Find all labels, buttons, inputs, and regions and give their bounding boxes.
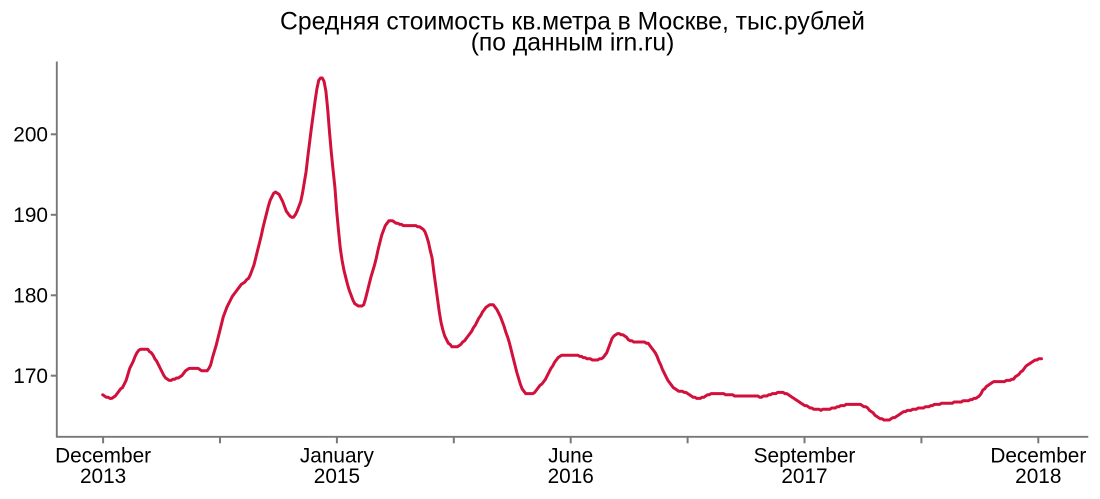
svg-text:June: June: [548, 445, 593, 468]
svg-text:September: September: [754, 445, 856, 468]
svg-text:170: 170: [13, 365, 48, 388]
svg-text:2016: 2016: [548, 465, 594, 488]
svg-text:2018: 2018: [1015, 465, 1061, 488]
svg-text:190: 190: [13, 204, 48, 227]
svg-text:(по данным irn.ru): (по данным irn.ru): [471, 30, 675, 57]
svg-text:2013: 2013: [80, 465, 126, 488]
svg-text:December: December: [990, 445, 1086, 468]
svg-text:Средняя стоимость кв.метра в М: Средняя стоимость кв.метра в Москве, тыс…: [280, 9, 865, 36]
svg-text:180: 180: [13, 285, 48, 308]
svg-text:January: January: [300, 445, 375, 468]
svg-text:2017: 2017: [781, 465, 827, 488]
svg-text:200: 200: [13, 124, 48, 147]
svg-text:2015: 2015: [314, 465, 360, 488]
svg-text:December: December: [55, 445, 151, 468]
